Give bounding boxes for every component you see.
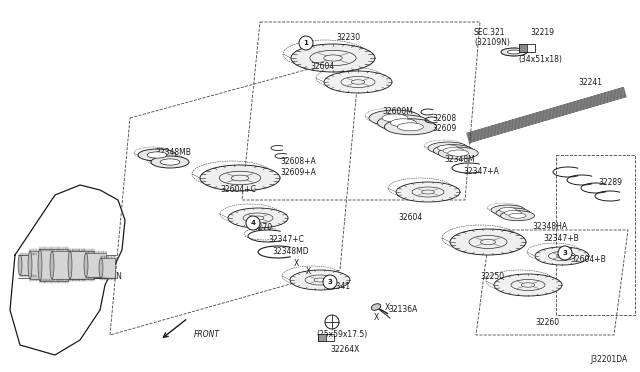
Bar: [519, 44, 527, 52]
Polygon shape: [30, 251, 50, 279]
Ellipse shape: [18, 255, 22, 275]
Bar: [318, 334, 326, 341]
Ellipse shape: [496, 208, 530, 218]
Ellipse shape: [371, 304, 381, 310]
Ellipse shape: [290, 270, 350, 290]
Ellipse shape: [450, 229, 526, 255]
Ellipse shape: [501, 48, 527, 56]
Ellipse shape: [397, 123, 424, 131]
Text: 32347+B: 32347+B: [543, 234, 579, 243]
Text: J32201DA: J32201DA: [590, 355, 627, 364]
Text: 32341: 32341: [326, 282, 350, 291]
Text: 32348M: 32348M: [444, 155, 475, 164]
Ellipse shape: [200, 165, 280, 191]
Text: 32608: 32608: [432, 114, 456, 123]
Text: X: X: [305, 267, 310, 276]
Text: 32219: 32219: [530, 28, 554, 37]
Text: 1: 1: [303, 40, 308, 46]
Circle shape: [299, 36, 313, 50]
Text: (32109N): (32109N): [474, 38, 510, 47]
Polygon shape: [20, 255, 36, 275]
Ellipse shape: [438, 147, 478, 159]
Ellipse shape: [443, 148, 464, 154]
Ellipse shape: [500, 211, 534, 221]
Ellipse shape: [508, 50, 520, 54]
Ellipse shape: [324, 71, 392, 93]
Ellipse shape: [494, 274, 562, 296]
Text: 3: 3: [328, 279, 332, 285]
Ellipse shape: [491, 205, 525, 215]
Text: 32348MB: 32348MB: [155, 148, 191, 157]
Text: 32604: 32604: [310, 62, 334, 71]
Ellipse shape: [291, 44, 375, 72]
Text: 32608+A: 32608+A: [280, 157, 316, 166]
Text: (25x59x17.5): (25x59x17.5): [316, 330, 367, 339]
Text: 32609: 32609: [432, 124, 456, 133]
Ellipse shape: [438, 145, 458, 151]
Text: 32270: 32270: [248, 223, 272, 232]
Polygon shape: [70, 251, 94, 279]
Polygon shape: [40, 249, 68, 281]
Ellipse shape: [499, 208, 516, 212]
Ellipse shape: [84, 253, 88, 277]
Ellipse shape: [147, 152, 167, 158]
Ellipse shape: [378, 115, 429, 131]
Bar: [318, 334, 334, 341]
Text: X: X: [373, 314, 379, 323]
Ellipse shape: [160, 159, 180, 165]
Text: 32241: 32241: [578, 78, 602, 87]
Text: 4: 4: [250, 220, 255, 226]
Ellipse shape: [385, 119, 436, 135]
Bar: [519, 44, 535, 52]
Ellipse shape: [151, 156, 189, 168]
Text: 32604+B: 32604+B: [570, 255, 605, 264]
Text: (34x51x18): (34x51x18): [518, 55, 562, 64]
Polygon shape: [86, 253, 106, 277]
Text: 3: 3: [563, 250, 568, 256]
Polygon shape: [101, 258, 115, 278]
Ellipse shape: [138, 149, 176, 161]
Text: X: X: [293, 259, 299, 267]
Text: 32610N: 32610N: [92, 272, 122, 281]
Text: 32264X: 32264X: [330, 345, 360, 354]
Text: SEC.321: SEC.321: [474, 28, 506, 37]
Text: 32604: 32604: [398, 213, 422, 222]
Ellipse shape: [68, 251, 72, 279]
Ellipse shape: [433, 145, 474, 157]
Ellipse shape: [535, 247, 589, 265]
Circle shape: [558, 246, 572, 260]
Ellipse shape: [509, 213, 526, 218]
Text: 32250: 32250: [480, 272, 504, 281]
Circle shape: [246, 216, 260, 230]
Text: FRONT: FRONT: [194, 330, 220, 339]
Ellipse shape: [396, 182, 460, 202]
Ellipse shape: [228, 208, 288, 228]
Text: X: X: [385, 304, 390, 312]
Ellipse shape: [369, 110, 421, 126]
Text: 32260: 32260: [535, 318, 559, 327]
Text: 32348HA: 32348HA: [532, 222, 567, 231]
Text: 32230: 32230: [336, 33, 360, 42]
Circle shape: [323, 275, 337, 289]
Polygon shape: [52, 251, 84, 279]
Text: 32604+C: 32604+C: [220, 185, 256, 194]
Ellipse shape: [50, 251, 54, 279]
Ellipse shape: [382, 114, 408, 122]
Ellipse shape: [428, 142, 468, 154]
Text: 32136A: 32136A: [388, 305, 417, 314]
Text: 32347+C: 32347+C: [268, 235, 304, 244]
Text: 32289: 32289: [598, 178, 622, 187]
Text: 32347+A: 32347+A: [463, 167, 499, 176]
Text: 32600M: 32600M: [382, 107, 413, 116]
Text: 32348MD: 32348MD: [272, 247, 308, 256]
Ellipse shape: [99, 258, 103, 278]
Ellipse shape: [448, 150, 468, 156]
Ellipse shape: [390, 119, 417, 127]
Text: 32609+A: 32609+A: [280, 168, 316, 177]
Ellipse shape: [504, 211, 522, 215]
Ellipse shape: [38, 249, 42, 281]
Ellipse shape: [28, 251, 32, 279]
